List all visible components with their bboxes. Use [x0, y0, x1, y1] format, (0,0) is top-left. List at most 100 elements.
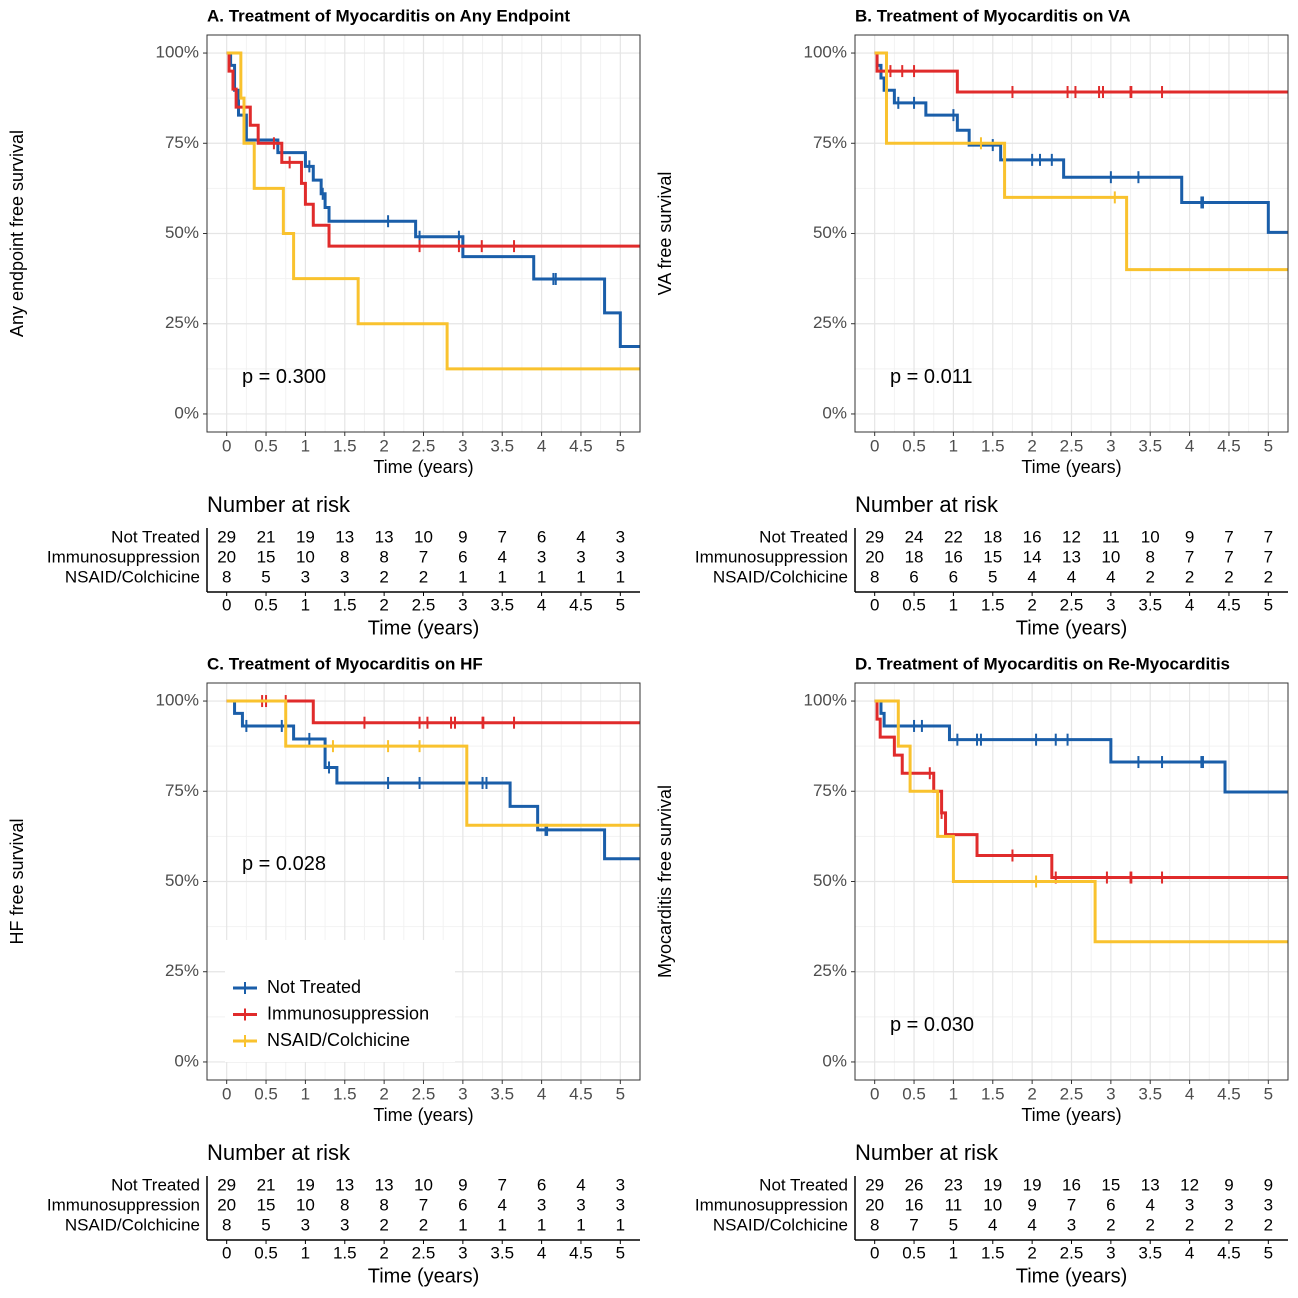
risk-count: 15	[1101, 1175, 1120, 1194]
risk-count: 13	[375, 527, 394, 546]
risk-count: 20	[217, 1195, 236, 1214]
risk-x-tick-label: 2.5	[412, 1243, 436, 1262]
risk-count: 15	[257, 1195, 276, 1214]
y-tick-label: 100%	[156, 691, 199, 710]
x-tick-label: 1.5	[981, 436, 1005, 455]
risk-x-tick-label: 0.5	[902, 1243, 926, 1262]
legend-label: Not Treated	[267, 977, 361, 997]
risk-x-tick-label: 3	[1106, 595, 1115, 614]
survival-curve	[226, 51, 640, 248]
risk-x-tick-label: 4	[537, 595, 546, 614]
y-tick-label: 100%	[804, 43, 847, 62]
risk-count: 18	[983, 527, 1002, 546]
risk-count: 11	[1102, 527, 1120, 546]
risk-count: 10	[296, 1195, 315, 1214]
risk-row-label: Not Treated	[111, 527, 200, 546]
x-tick-label: 0	[222, 436, 231, 455]
p-value: p = 0.300	[242, 366, 326, 388]
risk-count: 22	[944, 527, 963, 546]
risk-count: 13	[375, 1175, 394, 1194]
risk-count: 29	[865, 527, 884, 546]
risk-count: 4	[1067, 567, 1076, 586]
risk-count: 24	[905, 527, 924, 546]
risk-x-tick-label: 1	[949, 595, 958, 614]
risk-count: 3	[616, 1195, 625, 1214]
risk-count: 1	[458, 1215, 467, 1234]
risk-row-label: NSAID/Colchicine	[65, 567, 200, 586]
survival-curve	[874, 699, 1288, 880]
risk-x-tick-label: 2	[1027, 1243, 1036, 1262]
risk-count: 3	[340, 1215, 349, 1234]
y-tick-label: 50%	[813, 223, 847, 242]
p-value: p = 0.030	[890, 1014, 974, 1036]
risk-x-tick-label: 2.5	[412, 595, 436, 614]
risk-x-tick-label: 1.5	[981, 1243, 1005, 1262]
risk-count: 7	[909, 1215, 918, 1234]
risk-row-label: Not Treated	[111, 1175, 200, 1194]
x-axis-title: Time (years)	[373, 457, 473, 477]
y-tick-label: 25%	[813, 313, 847, 332]
risk-x-tick-label: 5	[616, 595, 625, 614]
risk-count: 15	[257, 547, 276, 566]
risk-count: 16	[944, 547, 963, 566]
y-tick-label: 100%	[804, 691, 847, 710]
risk-count: 1	[616, 1215, 625, 1234]
risk-x-tick-label: 5	[616, 1243, 625, 1262]
risk-count: 3	[301, 567, 310, 586]
risk-count: 3	[340, 567, 349, 586]
x-tick-label: 4	[537, 1084, 546, 1103]
risk-count: 20	[865, 547, 884, 566]
risk-count: 2	[419, 1215, 428, 1234]
risk-x-tick-label: 2.5	[1060, 595, 1084, 614]
risk-count: 7	[497, 1175, 506, 1194]
plot-border	[206, 34, 641, 433]
risk-count: 13	[1141, 1175, 1160, 1194]
risk-count: 6	[909, 567, 918, 586]
risk-count: 7	[1264, 527, 1273, 546]
risk-count: 8	[222, 1215, 231, 1234]
x-tick-label: 1	[301, 1084, 310, 1103]
risk-count: 29	[865, 1175, 884, 1194]
risk-count: 16	[1062, 1175, 1081, 1194]
risk-x-tick-label: 4.5	[569, 1243, 593, 1262]
risk-count: 10	[414, 1175, 433, 1194]
risk-count: 3	[616, 527, 625, 546]
x-tick-label: 1	[949, 1084, 958, 1103]
risk-count: 5	[261, 1215, 270, 1234]
risk-count: 4	[576, 1175, 585, 1194]
risk-row-label: NSAID/Colchicine	[713, 1215, 848, 1234]
risk-count: 1	[576, 567, 585, 586]
risk-count: 3	[576, 547, 585, 566]
risk-x-tick-label: 3.5	[1138, 1243, 1162, 1262]
risk-count: 3	[301, 1215, 310, 1234]
risk-x-tick-label: 5	[1264, 1243, 1273, 1262]
x-tick-label: 3.5	[490, 1084, 514, 1103]
x-tick-label: 3	[458, 1084, 467, 1103]
risk-count: 12	[1062, 527, 1081, 546]
survival-curve	[226, 51, 640, 371]
y-axis-title: Any endpoint free survival	[7, 130, 27, 337]
y-tick-label: 75%	[813, 781, 847, 800]
x-tick-label: 2	[379, 1084, 388, 1103]
y-tick-label: 0%	[822, 403, 847, 422]
y-axis-title: HF free survival	[7, 818, 27, 944]
risk-x-tick-label: 0.5	[902, 595, 926, 614]
risk-count: 16	[905, 1195, 924, 1214]
risk-count: 8	[870, 567, 879, 586]
x-tick-label: 0	[870, 436, 879, 455]
risk-count: 6	[537, 1175, 546, 1194]
x-tick-label: 0.5	[902, 1084, 926, 1103]
plot-border	[206, 682, 641, 1081]
panel: C. Treatment of Myocarditis on HF 0 0.5 1 1.…	[7, 654, 641, 1287]
risk-row-label: Immunosuppression	[695, 547, 848, 566]
risk-count: 13	[335, 1175, 354, 1194]
x-tick-label: 4	[1185, 436, 1194, 455]
risk-row-label: NSAID/Colchicine	[713, 567, 848, 586]
risk-count: 20	[217, 547, 236, 566]
risk-count: 8	[379, 1195, 388, 1214]
risk-count: 8	[379, 547, 388, 566]
risk-count: 4	[1106, 567, 1115, 586]
risk-count: 9	[1264, 1175, 1273, 1194]
y-tick-label: 25%	[165, 961, 199, 980]
risk-count: 1	[537, 567, 546, 586]
